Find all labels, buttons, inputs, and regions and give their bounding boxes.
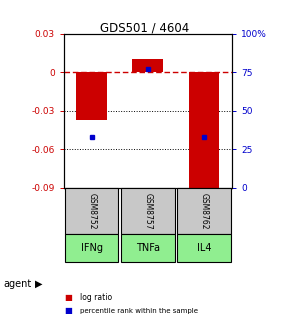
Bar bbox=[65, 188, 119, 234]
Bar bbox=[121, 234, 175, 262]
Bar bbox=[121, 188, 175, 234]
Bar bbox=[65, 234, 119, 262]
Text: agent: agent bbox=[3, 279, 31, 289]
Text: IFNg: IFNg bbox=[81, 243, 103, 253]
Text: GSM8752: GSM8752 bbox=[87, 193, 96, 229]
Text: ■: ■ bbox=[64, 293, 72, 302]
Text: GDS501 / 4604: GDS501 / 4604 bbox=[100, 22, 190, 35]
Text: log ratio: log ratio bbox=[80, 293, 112, 302]
Bar bbox=[188, 72, 219, 189]
Text: TNFa: TNFa bbox=[136, 243, 160, 253]
Text: GSM8757: GSM8757 bbox=[143, 193, 153, 229]
Text: ■: ■ bbox=[64, 306, 72, 315]
Bar bbox=[177, 188, 231, 234]
Text: GSM8762: GSM8762 bbox=[200, 193, 209, 229]
Bar bbox=[76, 72, 107, 120]
Bar bbox=[177, 234, 231, 262]
Text: percentile rank within the sample: percentile rank within the sample bbox=[80, 308, 198, 314]
Text: IL4: IL4 bbox=[197, 243, 211, 253]
Bar bbox=[133, 59, 163, 72]
Text: ▶: ▶ bbox=[35, 279, 43, 289]
